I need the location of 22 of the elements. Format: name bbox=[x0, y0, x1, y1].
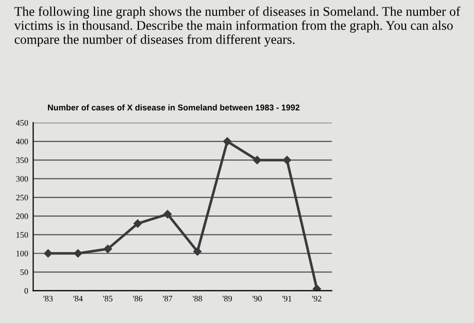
x-tick-label: '90 bbox=[252, 296, 262, 302]
y-tick-label: 450 bbox=[16, 120, 28, 126]
chart-title: The following line graph shows the number of diseases in Someland. The number of victims is in thousand. Describe the main information from the graph. You can also compare the number of diseases from different years. bbox=[14, 6, 460, 47]
x-tick-label: '88 bbox=[192, 296, 202, 302]
x-tick-label: '89 bbox=[222, 296, 232, 302]
x-tick-label: '86 bbox=[133, 296, 142, 302]
y-tick-label: 400 bbox=[16, 138, 28, 144]
y-tick-label: 100 bbox=[16, 250, 28, 256]
x-tick-label: '85 bbox=[103, 296, 112, 302]
y-tick-label: 50 bbox=[20, 269, 28, 276]
x-tick-label: '92 bbox=[312, 296, 322, 302]
y-tick-label: 300 bbox=[16, 176, 28, 182]
x-tick-label: '87 bbox=[162, 296, 172, 302]
x-tick-label: '83 bbox=[44, 296, 53, 302]
x-tick-label: '91 bbox=[282, 296, 292, 302]
y-tick-label: 350 bbox=[16, 157, 28, 164]
y-tick-label: 150 bbox=[16, 232, 28, 238]
y-tick-label: 250 bbox=[16, 194, 28, 200]
y-tick-label: 0 bbox=[24, 288, 28, 294]
x-tick-label: '84 bbox=[73, 296, 83, 302]
y-tick-label: 200 bbox=[16, 213, 28, 220]
chart-subtitle: Number of cases of X disease in Someland between 1983 - 1992 bbox=[48, 104, 300, 110]
